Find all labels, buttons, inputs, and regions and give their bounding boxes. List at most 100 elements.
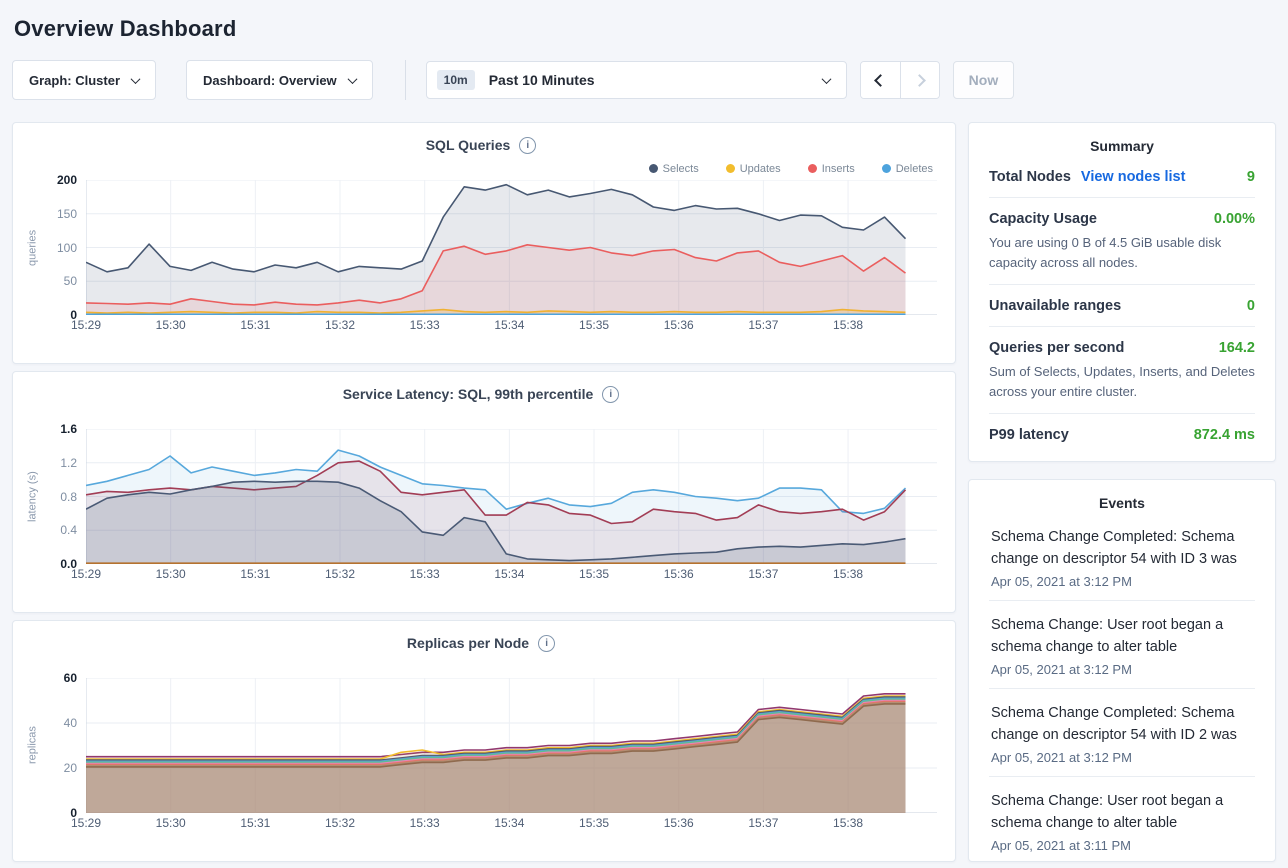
summary-value: 0 [1246,298,1255,314]
sidebar: Summary Total Nodes View nodes list 9 Capac… [968,122,1276,862]
legend-dot [648,164,658,173]
summary-items: Total Nodes View nodes list 9 Capacity Usag… [989,156,1255,455]
summary-label: Total Nodes [989,169,1071,185]
summary-desc: You are using 0 B of 4.5 GiB usable disk… [989,235,1222,270]
time-range-label: Past 10 Minutes [488,72,595,88]
chevron-down-icon [347,73,358,84]
events-panel: Events Schema Change Completed: Schema c… [968,479,1276,862]
legend-dot [725,164,735,173]
charts-column: SQL Queries i Selects Updates Inserts Delet… [12,122,956,862]
y-axis-ticks: 0 50 100 150 200 [56,173,77,322]
summary-value: 9 [1246,169,1255,185]
chevron-right-icon [913,73,927,87]
time-range-badge: 10m [436,70,475,90]
chart-legend [25,406,937,429]
summary-title: Summary [1090,138,1154,154]
event-item[interactable]: Schema Change Completed: Schema change o… [989,687,1255,776]
chart-plot: latency (s) 0.0 0.4 0.8 1.2 1.6 15:29 15:30 15… [25,422,937,584]
y-axis-label: queries [26,229,39,266]
events-title: Events [1099,495,1145,511]
summary-item: P99 latency 872.4 ms [989,413,1255,455]
event-time: Apr 05, 2021 at 3:12 PM [991,661,1132,677]
x-axis-ticks: 15:29 15:30 15:31 15:32 15:33 15:34 15:35 15:36… [70,318,864,332]
legend-item[interactable]: Deletes [881,163,933,175]
event-time: Apr 05, 2021 at 3:12 PM [991,573,1132,589]
chart-head: Replicas per Node i [25,631,937,655]
summary-label: Queries per second [989,340,1125,356]
chart-title: Replicas per Node [406,635,530,651]
toolbar-divider [404,60,406,100]
chevron-down-icon [821,73,832,84]
info-icon[interactable]: i [602,385,620,403]
summary-item: Capacity Usage 0.00% You are using 0 B of … [989,197,1255,284]
service-latency-chart[interactable] [86,429,937,564]
event-text: Schema Change Completed: Schema change o… [991,529,1237,568]
time-next-button[interactable] [899,62,939,98]
y-axis-ticks: 0 20 40 60 [63,671,77,820]
event-item[interactable]: Schema Change: User root began a schema … [989,599,1255,688]
chart-title: Service Latency: SQL, 99th percentile [342,386,594,402]
chart-legend: Selects Updates Inserts Deletes [25,157,937,180]
dashboard-dropdown[interactable]: Dashboard: Overview [186,60,373,100]
graph-dropdown[interactable]: Graph: Cluster [12,60,157,100]
summary-value: 164.2 [1218,340,1255,356]
page-title: Overview Dashboard [14,16,237,41]
summary-item: Unavailable ranges 0 [989,284,1255,326]
time-prev-button[interactable] [860,62,900,98]
dashboard-dropdown-label: Dashboard: Overview [203,72,337,88]
summary-value: 0.00% [1213,211,1255,227]
events-items: Schema Change Completed: Schema change o… [989,513,1255,861]
event-time: Apr 05, 2021 at 3:11 PM [991,837,1131,853]
plot-area[interactable]: 15:29 15:30 15:31 15:32 15:33 15:34 15:35 15:36… [70,429,937,584]
summary-label: Capacity Usage [989,211,1097,227]
chart-head: Service Latency: SQL, 99th percentile i [25,382,937,406]
event-text: Schema Change Completed: Schema change o… [991,704,1237,744]
legend-dot [881,164,891,173]
summary-label: Unavailable ranges [989,298,1122,314]
summary-panel: Summary Total Nodes View nodes list 9 Capac… [968,122,1276,462]
summary-item: Total Nodes View nodes list 9 [989,156,1255,197]
chevron-down-icon [130,73,141,84]
x-axis-ticks: 15:29 15:30 15:31 15:32 15:33 15:34 15:35 15:36… [70,567,864,581]
summary-desc: Sum of Selects, Updates, Inserts, and De… [989,364,1255,399]
chevron-left-icon [873,73,887,87]
content: SQL Queries i Selects Updates Inserts Delet… [12,122,1276,862]
graph-dropdown-label: Graph: Cluster [29,72,121,88]
chart-panel-replicas-per-node: Replicas per Node i replicas 0 20 40 60 15:… [12,620,956,862]
chart-panel-sql-queries: SQL Queries i Selects Updates Inserts Delet… [12,122,956,364]
y-axis-label: latency (s) [26,471,39,522]
y-axis-label: replicas [26,726,39,765]
chart-legend [25,655,937,678]
chart-head: SQL Queries i [25,133,937,157]
info-icon[interactable]: i [519,136,537,154]
legend-item[interactable]: Updates [725,163,781,175]
chart-title: SQL Queries [425,137,511,153]
replicas-per-node-chart[interactable] [86,678,937,813]
toolbar: Graph: Cluster Dashboard: Overview 10m P… [12,60,1276,100]
event-time: Apr 05, 2021 at 3:12 PM [991,749,1132,765]
time-range-select[interactable]: 10m Past 10 Minutes [425,61,847,99]
event-item[interactable]: Schema Change: User root began a schema … [989,775,1255,861]
legend-item[interactable]: Selects [648,163,699,175]
y-axis-ticks: 0.0 0.4 0.8 1.2 1.6 [60,422,77,571]
summary-value: 872.4 ms [1193,427,1255,443]
info-icon[interactable]: i [538,634,556,652]
chart-panel-service-latency: Service Latency: SQL, 99th percentile i … [12,371,956,613]
view-nodes-link[interactable]: View nodes list [1080,169,1186,185]
legend-item[interactable]: Inserts [807,163,855,175]
summary-item: Queries per second 164.2 Sum of Selects, U… [989,326,1255,413]
time-nav-group [859,61,940,99]
now-button[interactable]: Now [952,61,1015,99]
x-axis-ticks: 15:29 15:30 15:31 15:32 15:33 15:34 15:35 15:36… [70,816,864,830]
event-text: Schema Change: User root began a schema … [991,792,1224,832]
chart-plot: replicas 0 20 40 60 15:29 15:30 15:31 15:32 15:… [25,671,937,833]
summary-label: P99 latency [989,427,1069,443]
event-text: Schema Change: User root began a schema … [991,616,1224,656]
plot-area[interactable]: 15:29 15:30 15:31 15:32 15:33 15:34 15:35 15:36… [70,678,937,833]
event-item[interactable]: Schema Change Completed: Schema change o… [989,513,1255,600]
sql-queries-chart[interactable] [86,180,937,315]
plot-area[interactable]: 15:29 15:30 15:31 15:32 15:33 15:34 15:35 15:36… [70,180,937,335]
legend-dot [807,164,817,173]
chart-plot: queries 0 50 100 150 200 15:29 15:30 15:31 15:3… [25,173,937,335]
